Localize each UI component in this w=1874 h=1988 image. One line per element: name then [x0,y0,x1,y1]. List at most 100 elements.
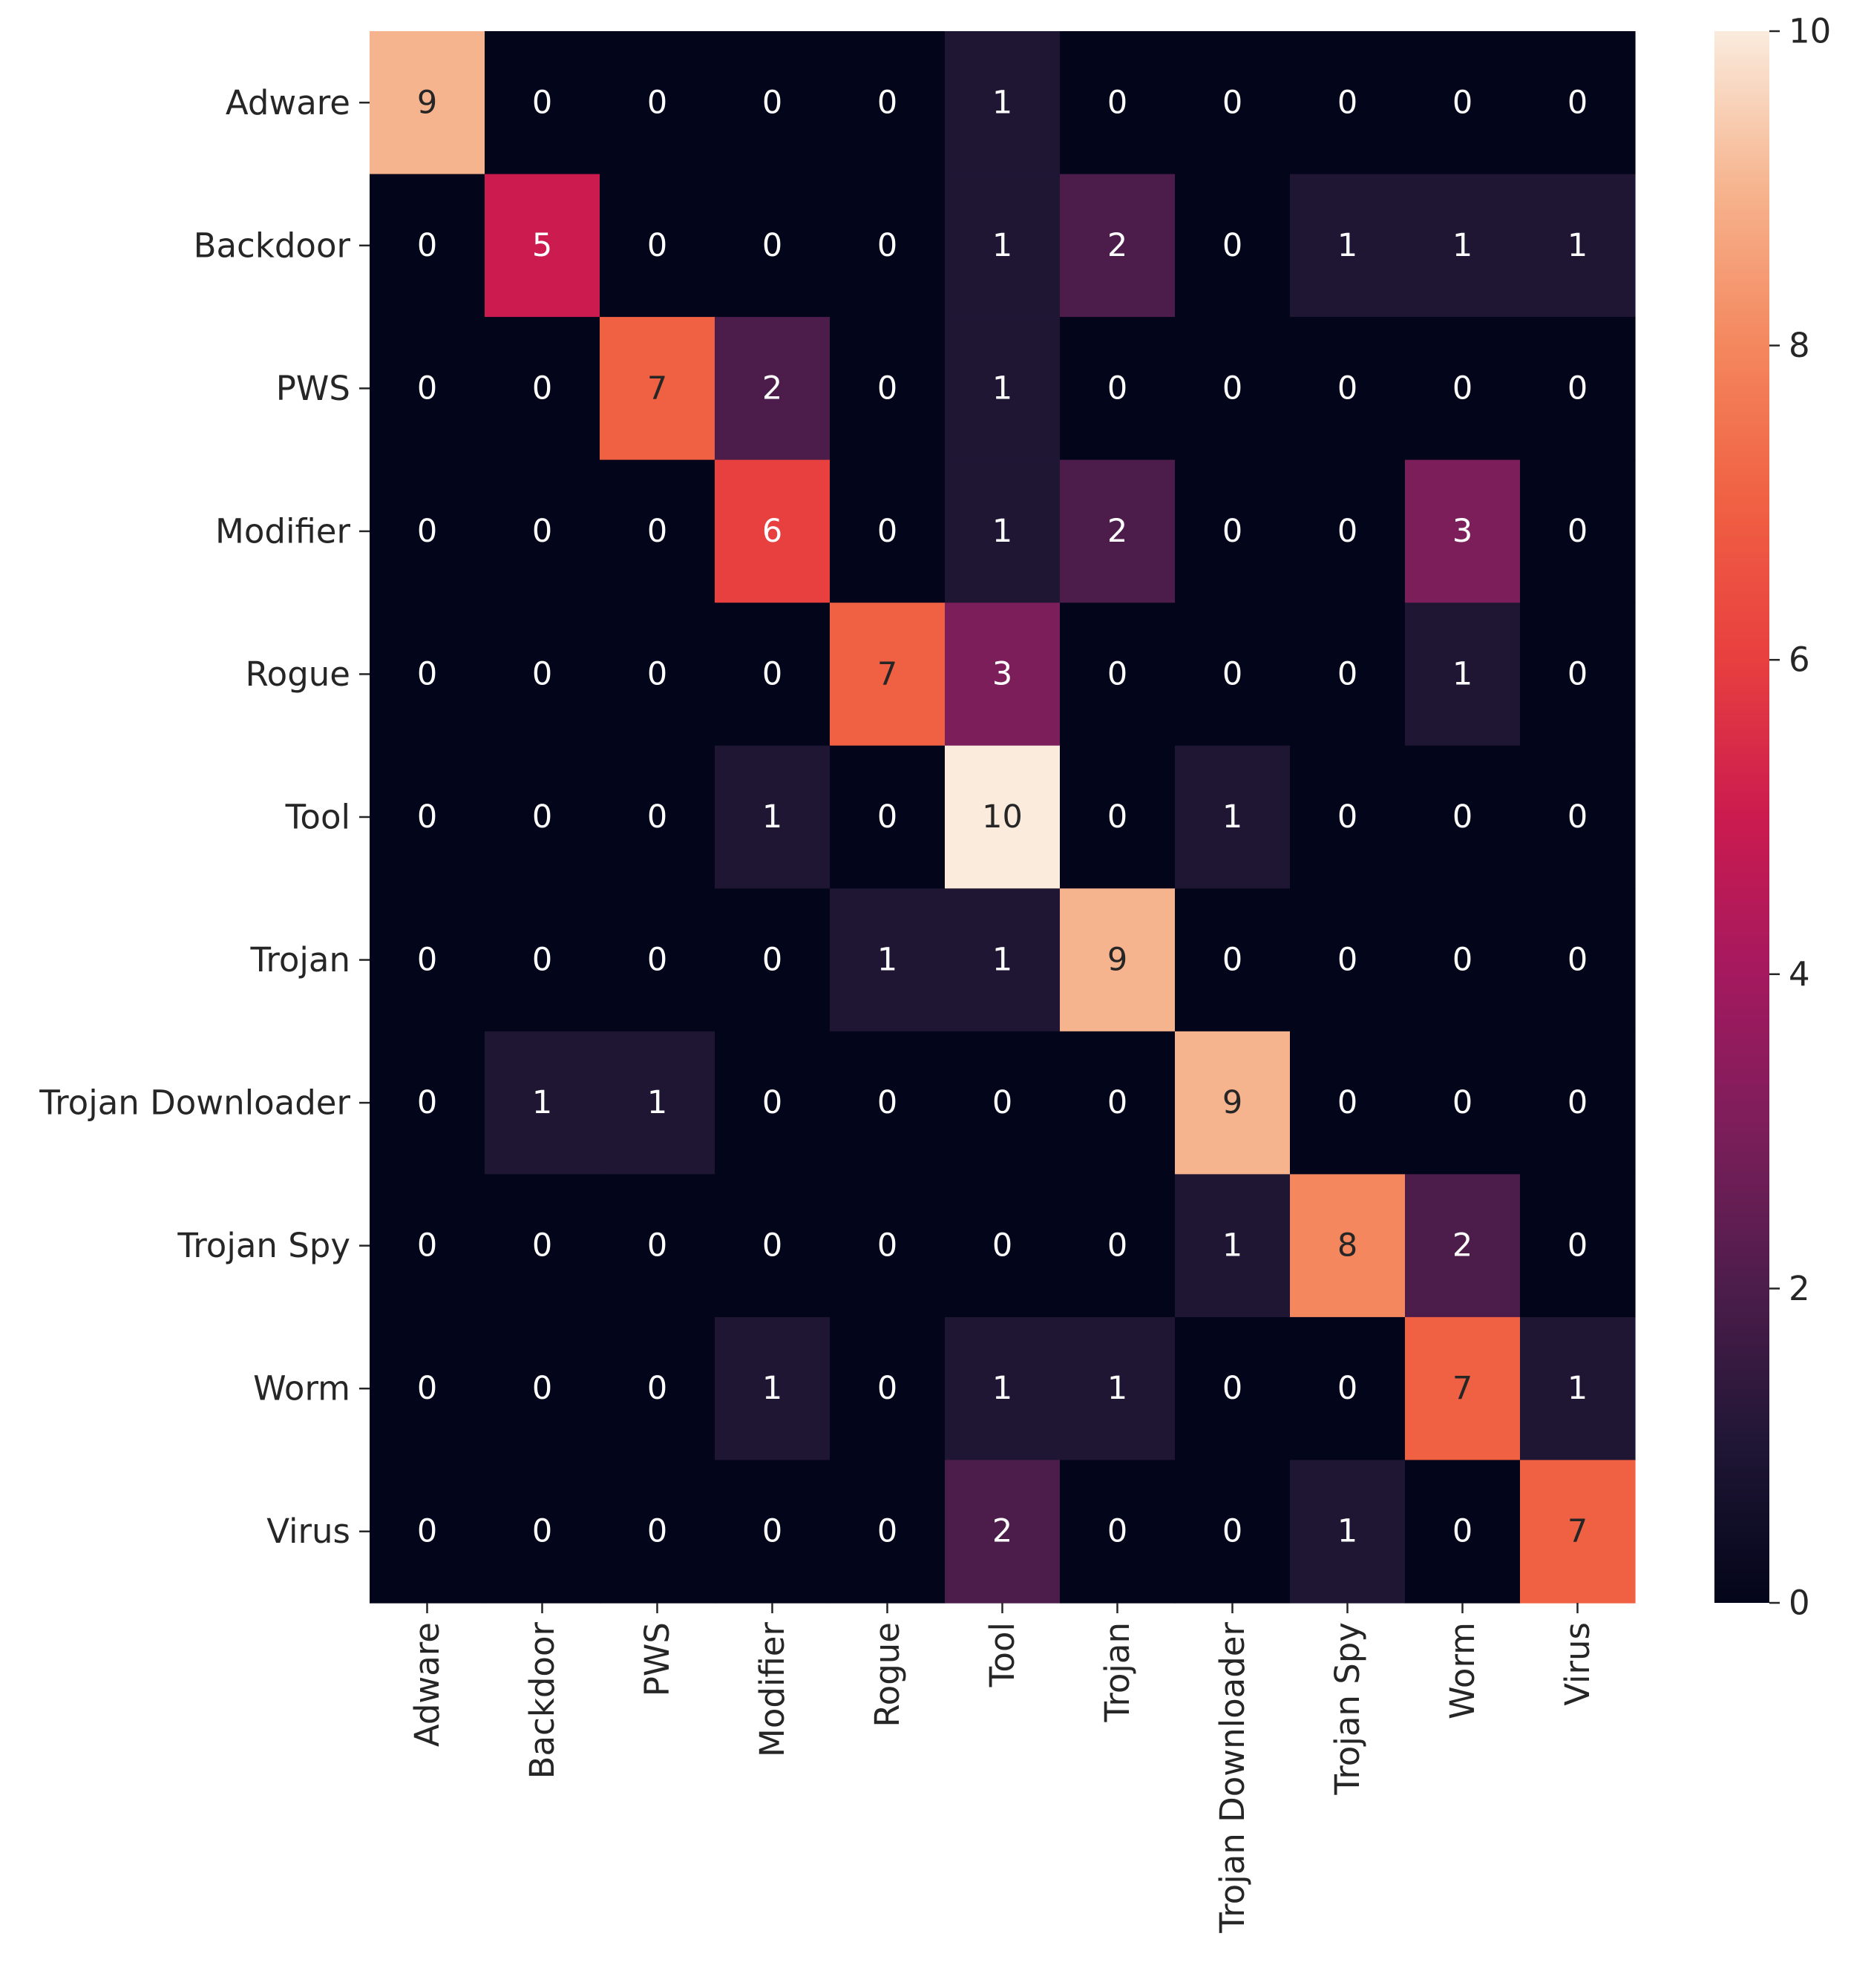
heatmap-cell [1405,603,1521,747]
x-tick-label: PWS [638,1622,677,1696]
heatmap-cell [1290,317,1406,461]
heatmap-cell [370,1316,485,1461]
cell-value-label: 0 [1337,1084,1357,1121]
cell-value-label: 1 [1567,1370,1588,1407]
cell-value-label: 0 [1567,798,1588,836]
cell-value-label: 0 [1452,942,1472,979]
colorbar-tick-label: 0 [1789,1584,1810,1623]
heatmap-cell [945,888,1061,1032]
cell-value-label: 1 [992,227,1012,264]
cell-value-label: 0 [1337,1370,1357,1407]
heatmap-cell [600,317,715,461]
cell-value-label: 0 [877,1370,897,1407]
heatmap-cell [1060,31,1176,175]
cell-value-label: 0 [1107,1227,1127,1264]
heatmap-cell [945,1031,1061,1175]
cell-value-label: 0 [532,798,552,836]
cell-value-label: 0 [532,84,552,121]
x-tick-label: Trojan Downloader [1213,1622,1252,1934]
heatmap-cell [830,31,946,175]
heatmap-cell [1060,174,1176,318]
cell-value-label: 0 [1337,655,1357,692]
x-tick-label: Adware [407,1622,447,1747]
heatmap-cell [830,1174,946,1318]
y-tick-label: Worm [253,1369,350,1408]
heatmap-cell [1405,459,1521,603]
heatmap-cell [485,31,600,175]
cell-value-label: 0 [647,513,667,550]
heatmap-cell [945,1316,1061,1461]
heatmap-cell [370,317,485,461]
cell-value-label: 0 [532,513,552,550]
cell-value-label: 0 [417,655,437,692]
cell-value-label: 2 [762,370,782,407]
cell-value-label: 0 [1452,1513,1472,1550]
cell-value-label: 0 [532,1227,552,1264]
heatmap-cell [830,1460,946,1604]
cell-value-label: 1 [762,1370,782,1407]
cell-value-label: 9 [1107,942,1127,979]
cell-value-label: 0 [647,655,667,692]
heatmap-cell [1175,174,1291,318]
cell-value-label: 0 [1222,1370,1242,1407]
heatmap-cell [830,317,946,461]
heatmap-cell [945,174,1061,318]
x-axis: Adware Backdoor PWS Modifier Rogue Tool Trojan… [407,1603,1597,1934]
heatmap-cell [945,31,1061,175]
colorbar-tick-label: 6 [1789,640,1810,680]
heatmap-cell [830,888,946,1032]
cell-value-label: 0 [1567,1084,1588,1121]
heatmap-cell [1520,459,1636,603]
x-tick-label: Worm [1443,1622,1482,1719]
heatmap-cell [715,1031,830,1175]
cell-value-label: 0 [532,655,552,692]
heatmap-cell [1290,1460,1406,1604]
heatmap-cell [1405,745,1521,889]
heatmap-cell [1060,603,1176,747]
heatmap-cell [1060,1031,1176,1175]
heatmap-cell [1290,1174,1406,1318]
heatmap-cell [830,745,946,889]
y-tick-label: Backdoor [194,226,351,265]
heatmap-cell [600,31,715,175]
cell-value-label: 0 [762,1227,782,1264]
heatmap-cell [485,317,600,461]
heatmap-cell [715,745,830,889]
x-tick-label: Backdoor [522,1622,562,1779]
cell-value-label: 7 [877,655,897,692]
cell-value-label: 3 [1452,513,1472,550]
cell-value-label: 0 [1107,1084,1127,1121]
cell-value-label: 0 [1337,513,1357,550]
heatmap-cell [1520,603,1636,747]
cell-value-label: 0 [992,1084,1012,1121]
heatmap-cell [945,745,1061,889]
heatmap-cell [715,888,830,1032]
heatmap-cell [485,1174,600,1318]
heatmap-cell [715,317,830,461]
x-tick-label: Virus [1558,1622,1597,1706]
cell-value-label: 0 [1107,798,1127,836]
cell-value-label: 0 [647,798,667,836]
colorbar-tick-label: 4 [1789,954,1810,994]
x-tick-label: Trojan Spy [1328,1622,1367,1796]
heatmap-cell [715,31,830,175]
x-tick-label: Rogue [868,1622,907,1728]
cell-value-label: 1 [992,1370,1012,1407]
cell-value-label: 0 [762,227,782,264]
heatmap-cell [1405,1460,1521,1604]
cell-value-label: 0 [647,1227,667,1264]
cell-value-label: 7 [647,370,667,407]
cell-value-label: 0 [1567,513,1588,550]
cell-value-label: 0 [1222,227,1242,264]
heatmap-cell [715,1460,830,1604]
cell-value-label: 0 [1452,1084,1472,1121]
colorbar-tick-label: 2 [1789,1269,1810,1308]
cell-value-label: 0 [647,1513,667,1550]
cell-value-label: 0 [417,513,437,550]
cell-value-label: 0 [762,942,782,979]
cell-value-label: 9 [417,84,437,121]
cell-value-label: 0 [417,227,437,264]
cell-value-label: 0 [877,513,897,550]
heatmap-cell [1290,745,1406,889]
